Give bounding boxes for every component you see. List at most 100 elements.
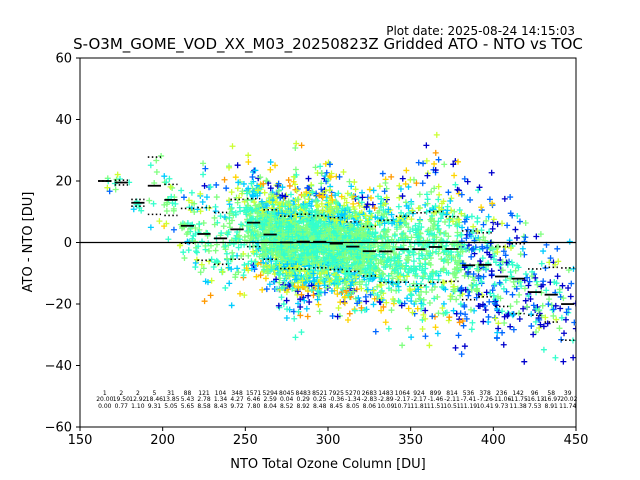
data-point: [399, 193, 406, 200]
bin-count-label: 104: [215, 390, 227, 397]
data-point: [223, 255, 230, 262]
bin-std-label: 10.51: [443, 403, 460, 410]
bin-std-label: 9.72: [230, 403, 244, 410]
data-point: [540, 278, 547, 285]
data-point: [500, 248, 507, 255]
data-point: [350, 226, 357, 233]
data-point: [351, 264, 358, 271]
data-point: [294, 196, 301, 203]
data-point: [207, 183, 214, 190]
data-point: [153, 157, 160, 164]
bin-std-label: 8.05: [346, 403, 360, 410]
data-point: [446, 222, 453, 229]
data-point: [358, 304, 365, 311]
data-point: [352, 186, 359, 193]
bin-std-label: 8.58: [197, 403, 211, 410]
data-point: [285, 177, 292, 184]
data-point: [457, 266, 464, 273]
data-point: [562, 316, 569, 323]
data-point: [344, 236, 351, 243]
data-point: [560, 295, 567, 302]
data-point: [249, 191, 256, 198]
data-point: [196, 221, 203, 228]
data-point: [568, 280, 575, 287]
data-point: [522, 219, 529, 226]
data-point: [390, 216, 397, 223]
data-point: [378, 281, 385, 288]
data-point: [275, 187, 282, 194]
data-point: [320, 277, 327, 284]
data-point: [514, 213, 521, 220]
data-point: [261, 189, 268, 196]
data-point: [509, 261, 516, 268]
data-point: [260, 263, 267, 270]
bin-mean-label: -2.17: [411, 396, 427, 403]
data-point: [262, 275, 269, 282]
data-point: [308, 203, 315, 210]
data-point: [372, 230, 379, 237]
data-point: [263, 218, 270, 225]
data-point: [318, 200, 325, 207]
data-point: [276, 279, 283, 286]
data-point: [423, 289, 430, 296]
bin-std-label: 8.92: [297, 403, 311, 410]
data-point: [328, 252, 335, 259]
data-point: [375, 260, 382, 267]
data-point: [348, 194, 355, 201]
data-point: [295, 300, 302, 307]
data-point: [399, 263, 406, 270]
data-point: [346, 310, 353, 317]
data-point: [153, 169, 160, 176]
data-point: [440, 300, 447, 307]
data-point: [364, 259, 371, 266]
data-point: [346, 221, 353, 228]
data-point: [412, 270, 419, 277]
data-point: [244, 190, 251, 197]
data-point: [457, 249, 464, 256]
data-point: [528, 323, 535, 330]
data-point: [358, 220, 365, 227]
data-point: [447, 197, 454, 204]
data-point: [259, 286, 266, 293]
data-point: [329, 206, 336, 213]
data-point: [419, 326, 426, 333]
data-point: [335, 190, 342, 197]
data-point: [374, 283, 381, 290]
data-point: [192, 259, 199, 266]
data-point: [480, 318, 487, 325]
data-point: [476, 236, 483, 243]
data-point: [312, 164, 319, 171]
data-point: [292, 272, 299, 279]
bin-mean-label: -16.13: [525, 396, 545, 403]
data-point: [457, 301, 464, 308]
data-point: [340, 169, 347, 176]
data-point: [254, 213, 261, 220]
data-point: [414, 225, 421, 232]
data-point: [486, 298, 493, 305]
data-point: [488, 272, 495, 279]
data-point: [334, 291, 341, 298]
data-point: [366, 208, 373, 215]
data-point: [467, 196, 474, 203]
data-point: [388, 211, 395, 218]
data-point: [197, 269, 204, 276]
data-point: [455, 190, 462, 197]
bin-std-label: 11.19: [460, 403, 477, 410]
data-point: [423, 283, 430, 290]
data-point: [340, 223, 347, 230]
data-point: [452, 257, 459, 264]
data-point: [293, 205, 300, 212]
data-point: [375, 267, 382, 274]
data-point: [402, 180, 409, 187]
data-point: [299, 283, 306, 290]
data-point: [440, 257, 447, 264]
data-point: [493, 305, 500, 312]
data-point: [201, 182, 208, 189]
data-point: [559, 282, 566, 289]
data-point: [168, 193, 175, 200]
data-point: [554, 245, 561, 252]
data-point: [379, 170, 386, 177]
data-point: [243, 204, 250, 211]
bin-std-label: 9.73: [495, 403, 509, 410]
data-point: [556, 325, 563, 332]
